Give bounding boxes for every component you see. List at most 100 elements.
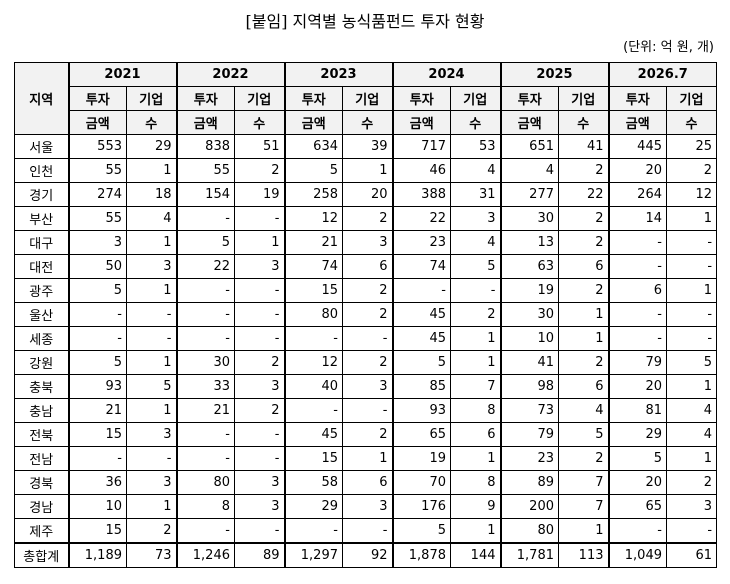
region-cell: 경남 bbox=[14, 494, 69, 519]
value-cell: 45 bbox=[391, 326, 451, 351]
value-cell: 8 bbox=[450, 398, 501, 423]
value-cell: 46 bbox=[391, 158, 451, 183]
data-row: 부산 55 4- -12 2 22 3 30 2 14 1 bbox=[14, 206, 718, 231]
value-cell: 838 bbox=[175, 134, 235, 159]
value-cell: 25 bbox=[665, 134, 718, 159]
value-cell: 3 bbox=[665, 494, 718, 519]
data-row: 충남 21 1 21 2- -93 8 73 4 81 4 bbox=[14, 398, 718, 423]
value-cell: - bbox=[607, 254, 667, 279]
value-cell: 12 bbox=[665, 182, 718, 207]
value-cell: 61 bbox=[665, 542, 718, 568]
value-cell: 4 bbox=[126, 206, 177, 231]
value-cell: 92 bbox=[342, 542, 393, 568]
value-cell: 2 bbox=[558, 278, 609, 303]
value-cell: 3 bbox=[342, 230, 393, 255]
value-cell: 1 bbox=[342, 446, 393, 471]
year-header: 2022 bbox=[175, 62, 285, 87]
value-cell: 31 bbox=[450, 182, 501, 207]
value-cell: 20 bbox=[607, 158, 667, 183]
region-cell: 강원 bbox=[14, 350, 69, 375]
subheader-cell: 수 bbox=[234, 110, 285, 135]
value-cell: - bbox=[175, 326, 235, 351]
value-cell: 651 bbox=[499, 134, 559, 159]
value-cell: 3 bbox=[126, 470, 177, 495]
value-cell: 5 bbox=[67, 278, 127, 303]
value-cell: - bbox=[175, 446, 235, 471]
value-cell: - bbox=[342, 398, 393, 423]
value-cell: 2 bbox=[558, 230, 609, 255]
value-cell: 3 bbox=[234, 470, 285, 495]
value-cell: - bbox=[391, 278, 451, 303]
value-cell: 51 bbox=[234, 134, 285, 159]
value-cell: 5 bbox=[283, 158, 343, 183]
value-cell: 50 bbox=[67, 254, 127, 279]
value-cell: 30 bbox=[499, 206, 559, 231]
value-cell: 5 bbox=[391, 350, 451, 375]
subheader-cell: 금액 bbox=[499, 110, 559, 135]
value-cell: 1 bbox=[126, 278, 177, 303]
value-cell: 73 bbox=[126, 542, 177, 568]
value-cell: 258 bbox=[283, 182, 343, 207]
value-cell: 2 bbox=[665, 470, 718, 495]
region-cell: 대구 bbox=[14, 230, 69, 255]
value-cell: 3 bbox=[234, 494, 285, 519]
data-row: 경기 274 18 154 19 258 20 388 31 277 22 264 12 bbox=[14, 182, 718, 207]
value-cell: - bbox=[607, 518, 667, 544]
value-cell: - bbox=[342, 326, 393, 351]
value-cell: - bbox=[234, 518, 285, 544]
value-cell: 5 bbox=[175, 230, 235, 255]
value-cell: 5 bbox=[450, 254, 501, 279]
value-cell: 20 bbox=[607, 374, 667, 399]
data-row: 경북 36 3 80 3 58 6 70 8 89 7 20 2 bbox=[14, 470, 718, 495]
subheader-cell: 투자 bbox=[607, 86, 667, 111]
value-cell: - bbox=[175, 278, 235, 303]
subheader-cell: 기업 bbox=[450, 86, 501, 111]
value-cell: 80 bbox=[175, 470, 235, 495]
value-cell: 20 bbox=[342, 182, 393, 207]
value-cell: - bbox=[342, 518, 393, 544]
value-cell: 23 bbox=[391, 230, 451, 255]
region-header: 지역 bbox=[14, 62, 69, 135]
value-cell: 1 bbox=[126, 350, 177, 375]
value-cell: 1 bbox=[665, 446, 718, 471]
value-cell: 79 bbox=[607, 350, 667, 375]
value-cell: 30 bbox=[499, 302, 559, 327]
value-cell: 40 bbox=[283, 374, 343, 399]
value-cell: 21 bbox=[175, 398, 235, 423]
value-cell: 2 bbox=[558, 158, 609, 183]
value-cell: - bbox=[234, 446, 285, 471]
value-cell: 1 bbox=[665, 278, 718, 303]
subheader-cell: 금액 bbox=[607, 110, 667, 135]
year-header: 2021 bbox=[67, 62, 177, 87]
value-cell: 93 bbox=[391, 398, 451, 423]
value-cell: 1 bbox=[126, 158, 177, 183]
value-cell: - bbox=[665, 302, 718, 327]
value-cell: 2 bbox=[342, 278, 393, 303]
value-cell: - bbox=[234, 326, 285, 351]
value-cell: - bbox=[67, 446, 127, 471]
value-cell: 7 bbox=[558, 494, 609, 519]
value-cell: 264 bbox=[607, 182, 667, 207]
value-cell: 2 bbox=[558, 446, 609, 471]
data-row: 울산 - - - -80 2 45 2 30 1- - bbox=[14, 302, 718, 327]
value-cell: 41 bbox=[499, 350, 559, 375]
value-cell: 85 bbox=[391, 374, 451, 399]
data-row: 전남 - - - -15 1 19 1 23 2 5 1 bbox=[14, 446, 718, 471]
region-cell: 부산 bbox=[14, 206, 69, 231]
subheader-cell: 금액 bbox=[67, 110, 127, 135]
value-cell: 553 bbox=[67, 134, 127, 159]
value-cell: - bbox=[607, 302, 667, 327]
value-cell: 15 bbox=[283, 446, 343, 471]
value-cell: 1 bbox=[450, 326, 501, 351]
data-row: 충북 93 5 33 3 40 3 85 7 98 6 20 1 bbox=[14, 374, 718, 399]
value-cell: - bbox=[234, 206, 285, 231]
value-cell: - bbox=[67, 302, 127, 327]
value-cell: 6 bbox=[607, 278, 667, 303]
subheader-cell: 기업 bbox=[665, 86, 718, 111]
value-cell: 22 bbox=[175, 254, 235, 279]
value-cell: 6 bbox=[450, 422, 501, 447]
value-cell: 10 bbox=[67, 494, 127, 519]
value-cell: - bbox=[67, 326, 127, 351]
value-cell: 3 bbox=[342, 494, 393, 519]
